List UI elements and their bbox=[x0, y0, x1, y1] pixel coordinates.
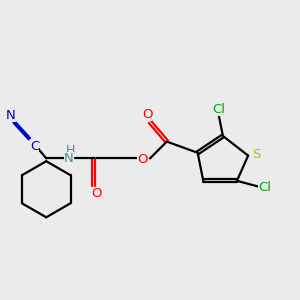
Text: O: O bbox=[137, 153, 147, 166]
Text: H: H bbox=[66, 144, 76, 157]
Text: O: O bbox=[142, 109, 152, 122]
Text: C: C bbox=[30, 140, 39, 153]
Text: S: S bbox=[252, 148, 260, 161]
Text: N: N bbox=[64, 152, 74, 165]
Text: O: O bbox=[92, 187, 102, 200]
Text: Cl: Cl bbox=[212, 103, 225, 116]
Text: Cl: Cl bbox=[259, 182, 272, 194]
Text: N: N bbox=[6, 109, 16, 122]
